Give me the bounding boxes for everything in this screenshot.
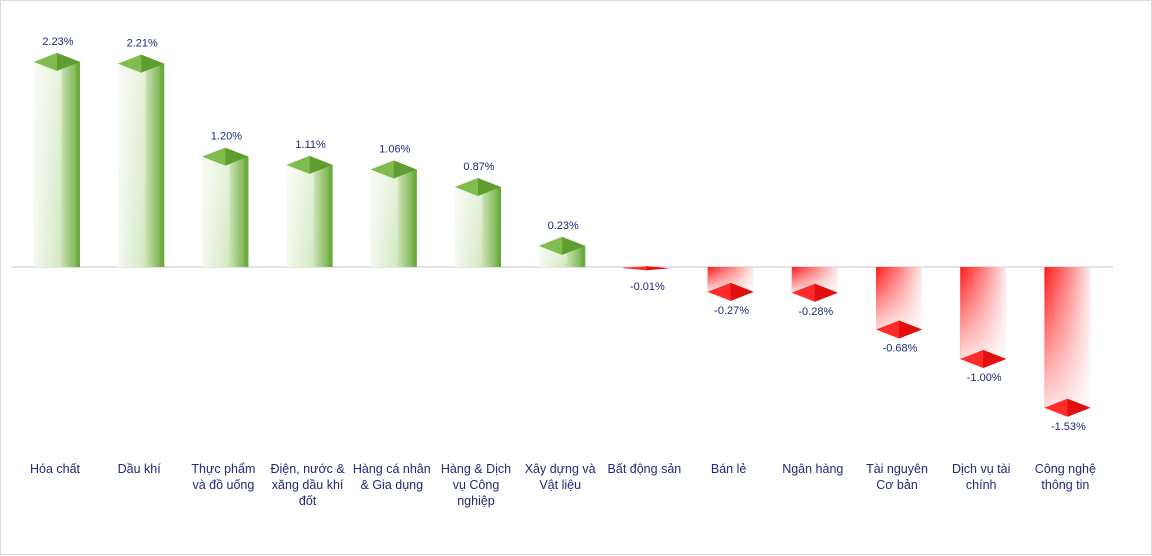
bar-3	[202, 147, 249, 267]
category-label-10: Ngân hàng	[782, 462, 844, 476]
category-label-9: Bán lẻ	[710, 462, 747, 476]
category-label-2: Dầu khí	[117, 462, 161, 476]
bar-7	[539, 236, 586, 267]
category-label-4: Điện, nước & xăng dầu khí đốt	[270, 462, 345, 508]
category-label-13: Công nghệ thông tin	[1034, 462, 1096, 492]
category-label-5: Hàng cá nhân & Gia dụng	[352, 462, 431, 492]
bar-12	[960, 267, 1007, 368]
data-label-1: 2.23%	[42, 36, 73, 48]
category-label-12: Dịch vụ tài chính	[952, 462, 1011, 492]
bar-1	[34, 52, 80, 268]
data-label-9: -0.27%	[714, 305, 749, 317]
bar-11	[876, 267, 922, 339]
data-label-2: 2.21%	[127, 38, 158, 50]
data-label-8: -0.01%	[630, 281, 665, 293]
bar-2	[118, 54, 165, 268]
bar-8	[623, 266, 670, 271]
bar-9	[707, 267, 754, 301]
category-label-6: Hàng & Dịch vụ Công nghiệp	[440, 462, 512, 508]
data-label-7: 0.23%	[548, 220, 579, 232]
data-label-4: 1.11%	[295, 139, 326, 151]
category-label-3: Thực phẩm và đồ uống	[191, 462, 256, 492]
bar-13	[1044, 267, 1091, 417]
data-label-3: 1.20%	[211, 131, 242, 143]
data-label-6: 0.87%	[463, 161, 494, 173]
category-label-1: Hóa chất	[29, 462, 81, 476]
data-label-10: -0.28%	[798, 306, 833, 318]
bar-4	[286, 155, 333, 267]
category-label-8: Bất động sản	[607, 462, 682, 476]
bar-6	[455, 177, 501, 267]
category-label-11: Tài nguyên Cơ bản	[866, 462, 928, 492]
data-label-13: -1.53%	[1051, 421, 1086, 433]
data-label-12: -1.00%	[967, 372, 1002, 384]
category-label-7: Xây dựng và Vật liệu	[524, 462, 596, 492]
bar-10	[791, 267, 838, 302]
data-label-11: -0.68%	[883, 343, 918, 355]
bar-5	[370, 160, 417, 267]
data-label-5: 1.06%	[379, 143, 410, 155]
